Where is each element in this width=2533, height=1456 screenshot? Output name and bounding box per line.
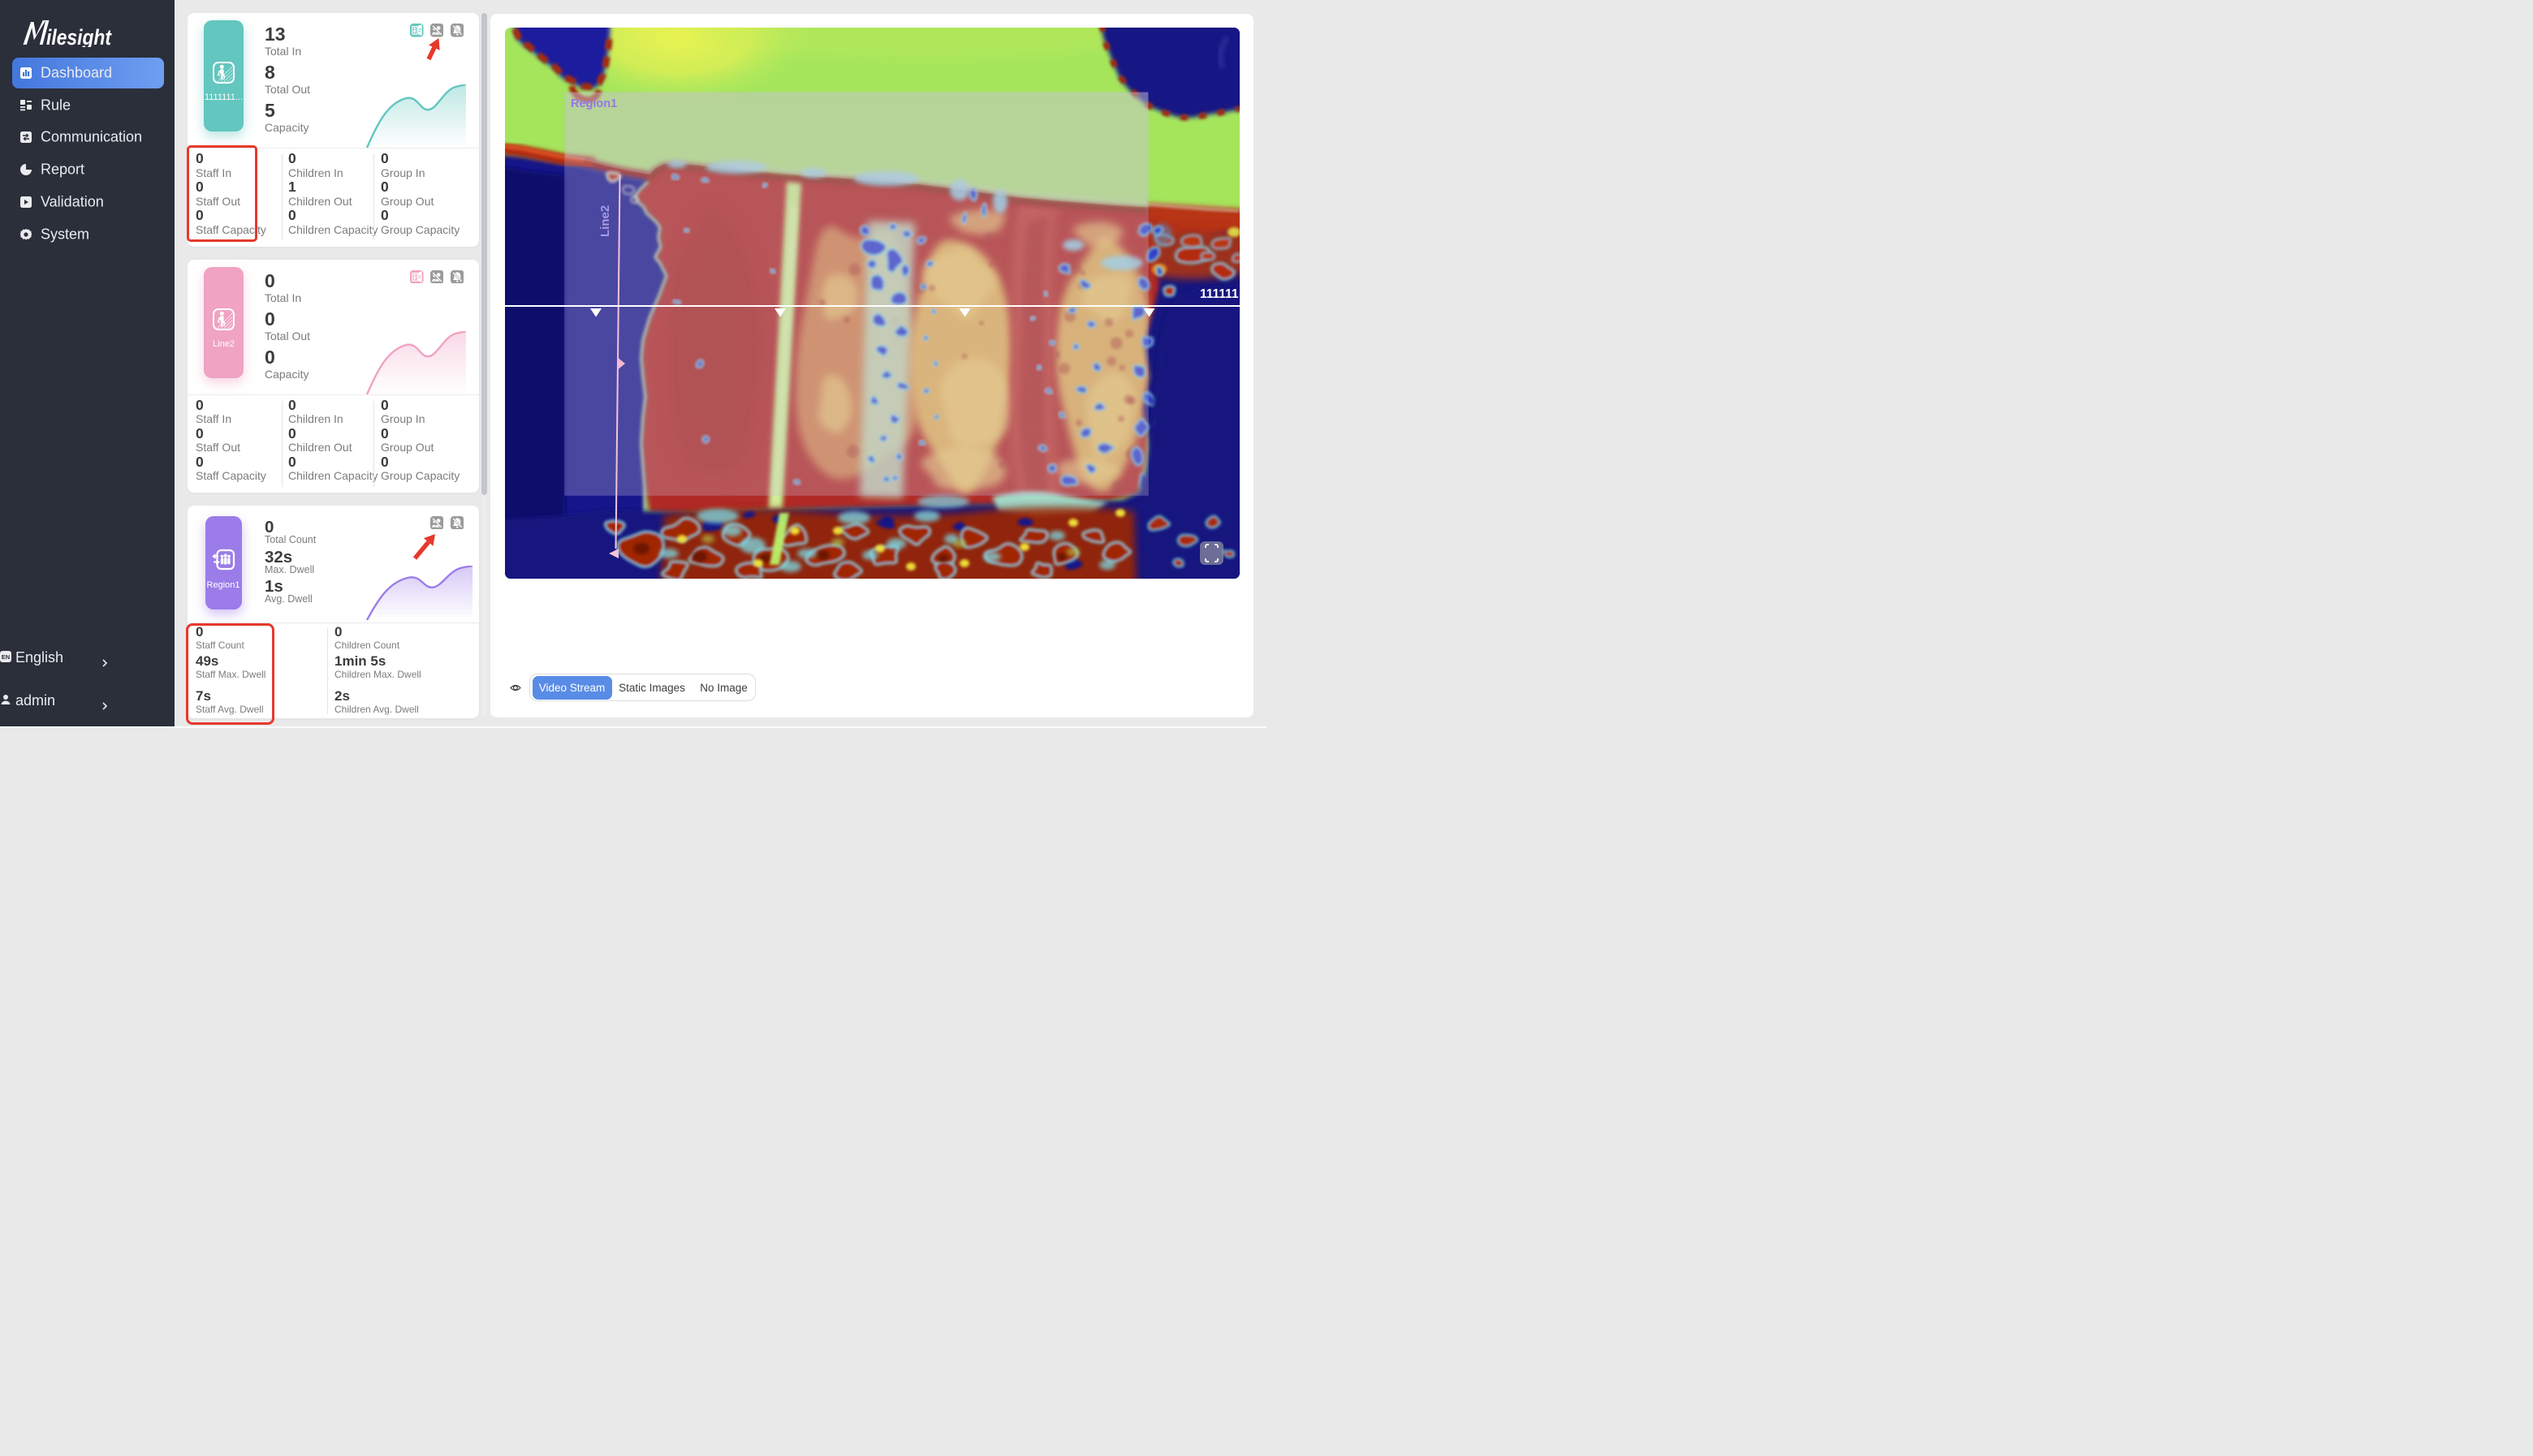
svg-text:EN: EN	[2, 653, 10, 661]
svg-text:Line2: Line2	[598, 205, 612, 236]
svg-text:Region1: Region1	[571, 97, 617, 110]
svg-text:111111: 111111	[1200, 287, 1239, 301]
svg-text:ilesight: ilesight	[46, 25, 112, 47]
